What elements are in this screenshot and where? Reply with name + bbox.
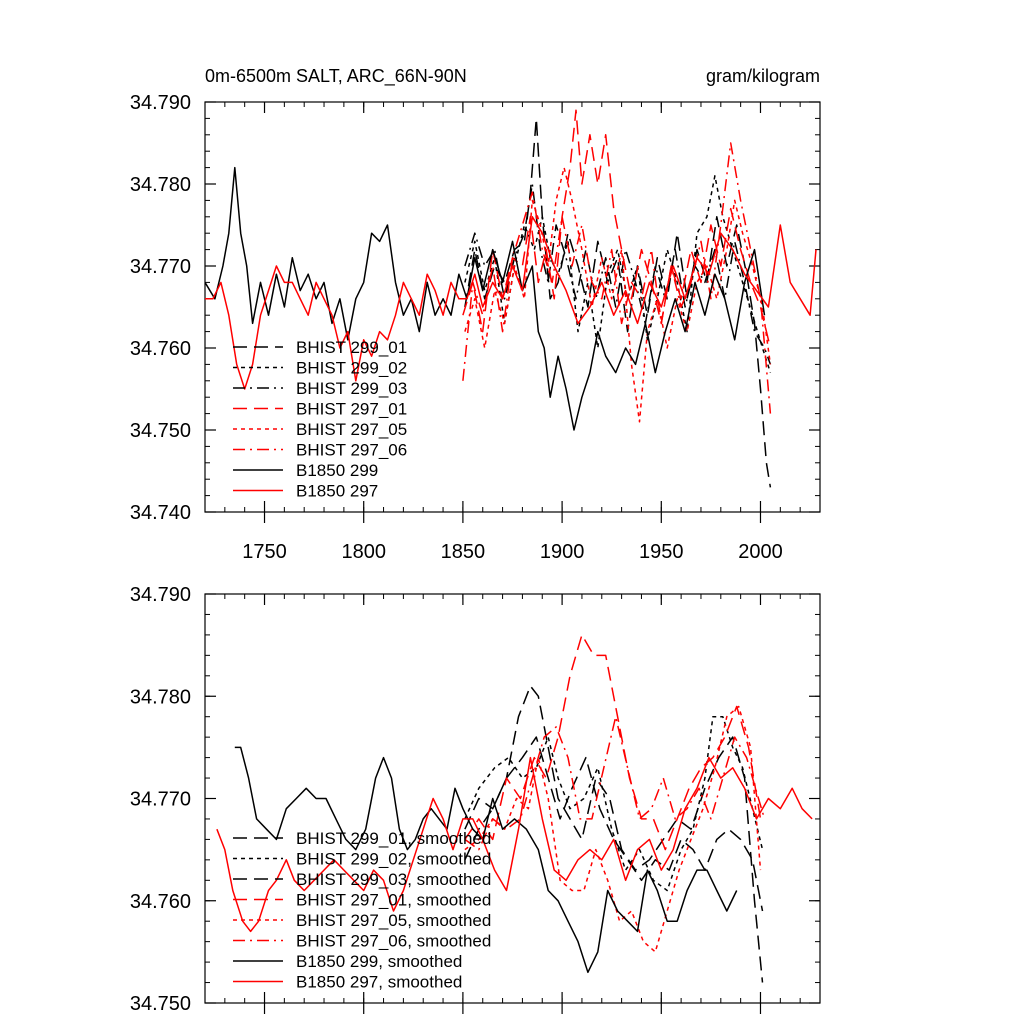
legend-entry-label: B1850 299, smoothed	[296, 952, 462, 971]
series-line-bhist-299-03-smoothed	[464, 736, 764, 912]
legend-entry-label: BHIST 299_03, smoothed	[296, 870, 491, 889]
x-tick-label: 1750	[242, 541, 287, 563]
legend-entry-label: BHIST 299_03	[296, 379, 407, 398]
legend-entry-label: BHIST 299_01, smoothed	[296, 829, 491, 848]
legend-entry-label: B1850 297, smoothed	[296, 973, 462, 992]
series-line-b1850-297-smoothed	[216, 756, 813, 933]
series-line-bhist-297-05	[464, 166, 772, 423]
legend-entry-label: BHIST 297_05	[296, 420, 407, 439]
series-line-bhist-299-01-smoothed	[464, 685, 764, 983]
series-line-bhist-299-02	[464, 175, 772, 373]
bottom-legend: BHIST 299_01, smoothed BHIST 299_02, smoo…	[233, 829, 491, 992]
legend-entry-label: BHIST 297_06	[296, 441, 407, 460]
series-line-bhist-297-05-smoothed	[464, 705, 762, 953]
series-line-bhist-297-01-smoothed	[464, 634, 762, 851]
x-tick-label: 2000	[738, 541, 783, 563]
series-line-bhist-299-01	[464, 117, 772, 488]
y-tick-label: 34.770	[130, 256, 191, 278]
legend-entry-label: BHIST 297_05, smoothed	[296, 911, 491, 930]
legend-entry-label: BHIST 297_01, smoothed	[296, 891, 491, 910]
x-tick-label: 1950	[639, 541, 684, 563]
series-line-b1850-299	[205, 166, 766, 431]
y-tick-label: 34.760	[130, 891, 191, 913]
y-tick-label: 34.770	[130, 789, 191, 811]
y-tick-label: 34.760	[130, 338, 191, 360]
y-tick-label: 34.740	[130, 502, 191, 524]
series-line-bhist-299-03	[464, 183, 772, 365]
y-tick-label: 34.750	[130, 993, 191, 1015]
plot-title-right: gram/kilogram	[706, 66, 820, 86]
plot-title-left: 0m-6500m SALT, ARC_66N-90N	[205, 66, 467, 87]
y-tick-label: 34.790	[130, 584, 191, 606]
legend-entry-label: BHIST 297_06, smoothed	[296, 932, 491, 951]
series-line-bhist-297-06-smoothed	[464, 715, 766, 851]
bottom-panel: 34.750 34.760 34.770 34.780 34.790 BHIST 299_…	[130, 584, 821, 1015]
series-line-bhist-297-01	[462, 109, 772, 349]
y-tick-label: 34.780	[130, 174, 191, 196]
x-tick-label: 1850	[441, 541, 486, 563]
top-series-group	[205, 109, 817, 488]
bottom-series-group	[216, 634, 813, 983]
y-tick-label: 34.780	[130, 686, 191, 708]
y-tick-label: 34.790	[130, 92, 191, 114]
legend-entry-label: B1850 297	[296, 482, 378, 501]
x-tick-label: 1900	[540, 541, 585, 563]
y-tick-label: 34.750	[130, 420, 191, 442]
legend-entry-label: BHIST 299_02, smoothed	[296, 850, 491, 869]
top-plot-frame	[204, 101, 821, 513]
legend-entry-label: B1850 299	[296, 461, 378, 480]
legend-entry-label: BHIST 299_02	[296, 359, 407, 378]
series-line-bhist-299-02-smoothed	[464, 715, 764, 892]
legend-entry-label: BHIST 299_01	[296, 338, 407, 357]
legend-entry-label: BHIST 297_01	[296, 400, 407, 419]
top-panel: 1750 1800 1850 1900 1950 2000 34.740 34.750 34.7…	[130, 92, 821, 563]
x-tick-label: 1800	[341, 541, 386, 563]
series-line-b1850-297	[205, 216, 817, 390]
